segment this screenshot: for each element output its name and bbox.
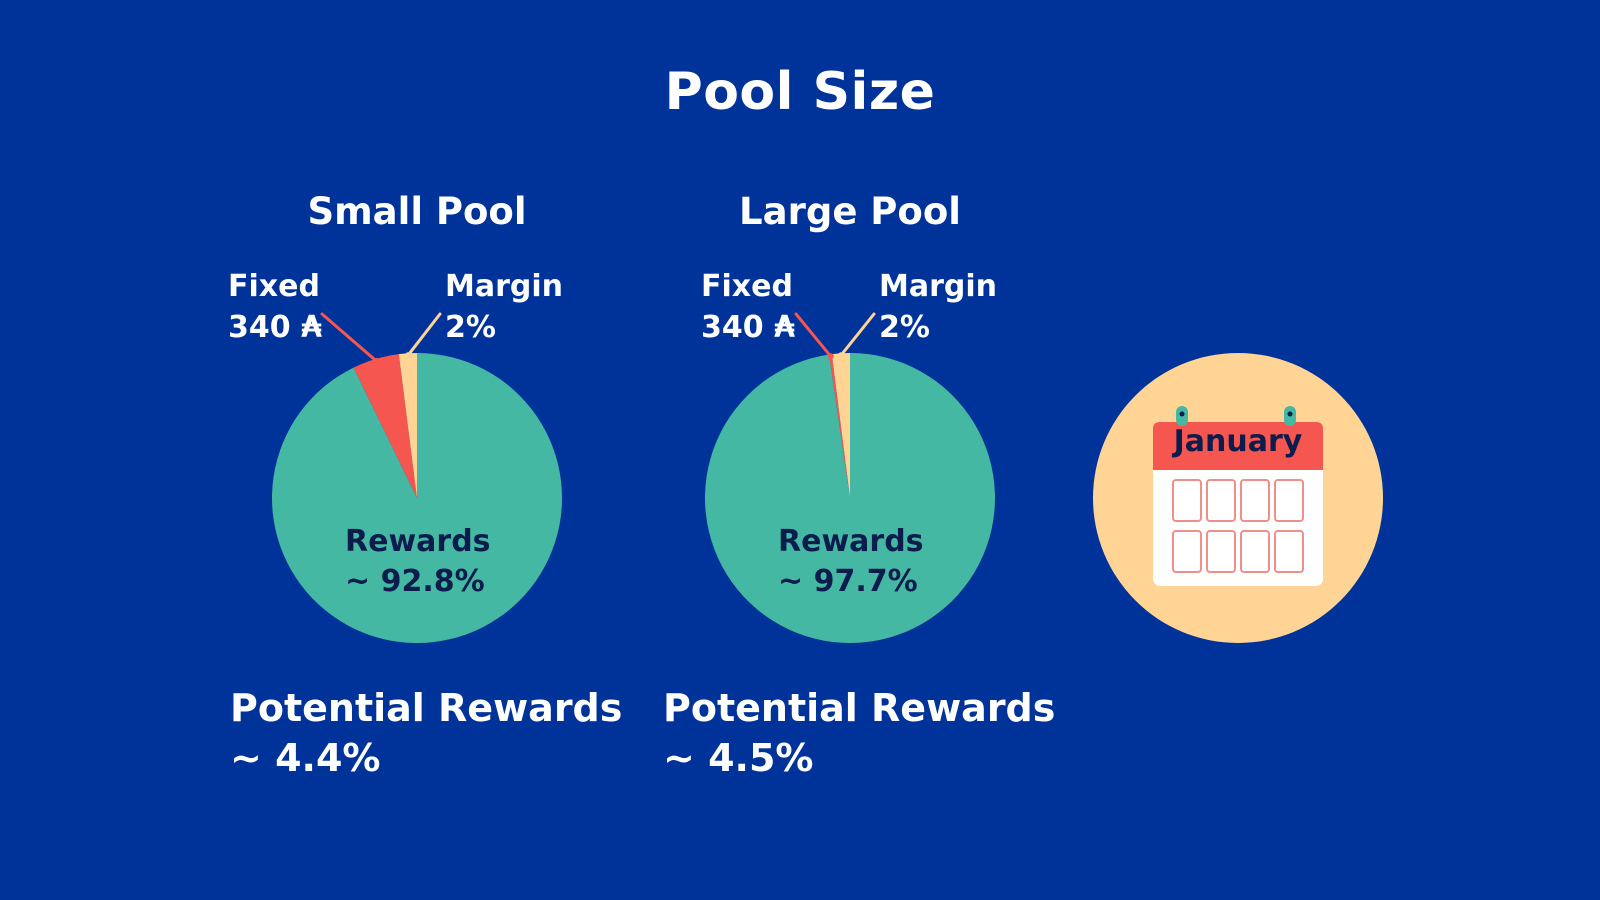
large-pool-pie [704,312,995,643]
fixed-label: Fixed [701,269,793,304]
large-pool-title: Large Pool [739,190,961,233]
margin-value: 2% [879,310,930,345]
rewards-value: ~ 97.7% [778,564,918,599]
margin-leader-dot [838,352,845,359]
potential-rewards-value: ~ 4.4% [230,736,381,780]
small-pool-pie [272,312,563,643]
calendar-day-cell [1274,479,1304,522]
pie-slice-rewards [272,352,563,643]
potential-rewards-value: ~ 4.5% [663,736,814,780]
large-pool-rewards-label: Rewards ~ 97.7% [778,522,924,602]
large-pool-margin-callout: Margin 2% [879,266,997,348]
calendar-day-cell [1240,530,1270,573]
calendar-day-cell [1172,530,1202,573]
fixed-leader-dot [373,357,380,364]
calendar-month-label: January [1173,424,1303,459]
calendar-day-cell [1206,479,1236,522]
pie-slice-margin [398,353,417,498]
margin-value: 2% [445,310,496,345]
potential-rewards-label: Potential Rewards [230,686,623,730]
margin-label: Margin [445,269,564,304]
calendar-grid [1172,479,1304,573]
calendar-header [1153,422,1323,470]
calendar-day-cell [1172,479,1202,522]
fixed-leader-line [794,312,833,358]
rewards-label: Rewards [778,524,924,559]
calendar-ring-hole-left [1179,411,1185,417]
fixed-label: Fixed [228,269,320,304]
small-pool-margin-callout: Margin 2% [445,266,563,348]
large-pool-fixed-callout: Fixed 340 ₳ [701,266,795,348]
calendar-day-cell [1206,530,1236,573]
pie-slice-fixed [353,354,417,498]
pie-slice-fixed [829,354,850,498]
pie-slice-rewards [704,353,995,643]
small-pool-potential-rewards: Potential Rewards ~ 4.4% [230,683,622,783]
pie-slice-margin [831,353,850,498]
rewards-value: ~ 92.8% [345,564,485,599]
margin-leader-line [839,312,876,357]
small-pool-fixed-callout: Fixed 340 ₳ [228,266,322,348]
fixed-leader-dot [827,353,834,360]
margin-leader-line [406,312,442,357]
small-pool-rewards-label: Rewards ~ 92.8% [345,522,491,602]
small-pool-title: Small Pool [307,190,527,233]
calendar-icon [1093,353,1383,643]
fixed-value: 340 ₳ [701,310,795,345]
margin-label: Margin [879,269,998,304]
calendar-day-cell [1274,530,1304,573]
fixed-value: 340 ₳ [228,310,322,345]
page-title: Pool Size [664,62,936,122]
calendar-ring-hole-right [1287,411,1293,417]
large-pool-potential-rewards: Potential Rewards ~ 4.5% [663,683,1055,783]
margin-leader-dot [405,352,412,359]
rewards-label: Rewards [345,524,491,559]
potential-rewards-label: Potential Rewards [663,686,1056,730]
calendar-day-cell [1240,479,1270,522]
fixed-leader-line [320,312,378,363]
